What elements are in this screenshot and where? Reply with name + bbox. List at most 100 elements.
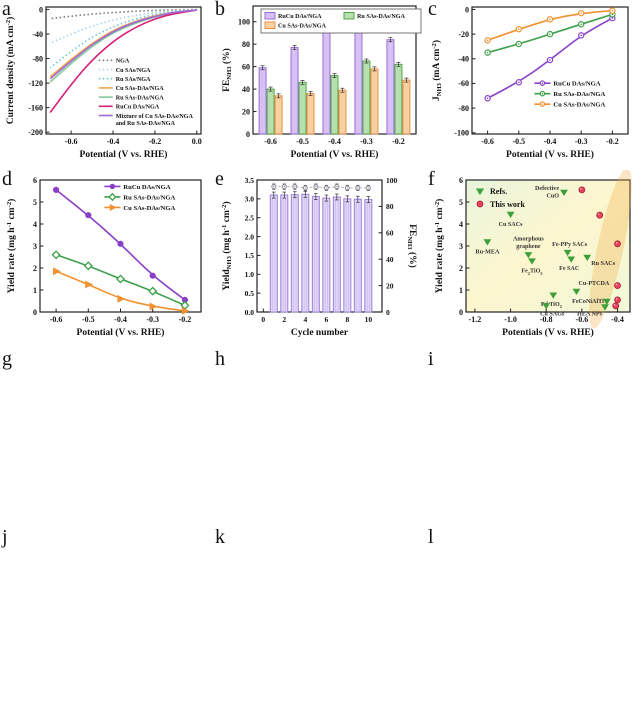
this-work-point: [578, 186, 586, 194]
legend-label: Cu SAs-DAs/NGA: [278, 23, 327, 29]
x-tick-label: -0.8: [540, 315, 553, 324]
panel-letter-h: h: [215, 348, 225, 370]
panel-k-chart: [213, 528, 426, 704]
panel-letter-k: k: [215, 526, 225, 548]
data-marker: [542, 303, 551, 310]
yield-bar: [311, 196, 320, 313]
y-tick-label: 3.0: [245, 195, 255, 204]
cycling-chart: 0 2 4 6 8 10 0.0 0.5 1.0 1.5 2.0 2.5 3.0 3.5 0 20 40 60 80…: [221, 176, 418, 338]
x-tick-label: -0.2: [392, 137, 405, 146]
data-marker: [475, 188, 485, 196]
bar-Cu SAs-DAs/NGA: [274, 95, 283, 135]
panel-i: i: [426, 348, 640, 528]
legend-swatch: [264, 12, 276, 20]
series-NGA: [50, 8, 197, 20]
line-chart: -0.6 -0.5 -0.4 -0.3 -0.2 0 1 2 3 4 5 6 Potential (V …: [6, 176, 202, 338]
y-axis-label: Yield rate (mg h-1 cm-2): [6, 199, 17, 294]
data-marker: [117, 240, 124, 247]
data-marker: [149, 272, 156, 279]
legend-swatch: [343, 12, 355, 20]
x-tick-label: 0.0: [192, 137, 202, 146]
bar-RuCu DAs/NGA: [290, 47, 299, 135]
bar-RuCu DAs/NGA: [258, 67, 267, 135]
panel-f: f -1.2 -1.0 -0.8 -0.6 -0.4 0 1 2 3 4 5 6 Potentials …: [426, 168, 640, 350]
plot-frame: [39, 179, 202, 313]
comparison-scatter: -1.2 -1.0 -0.8 -0.6 -0.4 0 1 2 3 4 5 6 Potentials (V…: [434, 170, 632, 338]
data-marker: [85, 212, 92, 219]
panel-d-chart: -0.6 -0.5 -0.4 -0.3 -0.2 0 1 2 3 4 5 6 Potential (V …: [6, 176, 202, 338]
panel-letter-d: d: [2, 168, 12, 190]
y-tick-label: 80: [242, 40, 250, 49]
panel-d: d -0.6 -0.5 -0.4 -0.3 -0.2 0 1 2 3 4 5 6 Potential (…: [0, 168, 213, 350]
legend-refs: Refs.: [490, 187, 507, 196]
legend-label: Ru SAs-DAs/NGA: [123, 194, 175, 201]
data-marker: [115, 274, 126, 284]
y-tick-label: -80: [458, 104, 469, 113]
y-tick-label: -160: [28, 103, 43, 112]
ref-label: Cu SACs: [499, 222, 524, 228]
data-marker: [483, 239, 492, 246]
data-marker: [567, 256, 576, 263]
y-tick-label: 3.5: [245, 176, 255, 185]
line-chart: -0.6 -0.4 -0.2 0.0 0 -40 -80 -120 -160 -200 Potent…: [5, 5, 202, 160]
x-tick-label: -0.5: [82, 315, 95, 324]
y-tick-label: 0: [246, 130, 250, 139]
data-marker: [148, 286, 158, 296]
x-tick-label: -0.4: [114, 315, 127, 324]
y-axis-label: FENH3 (%): [221, 48, 233, 92]
this-work-point: [612, 302, 620, 310]
y-tick-label: 40: [242, 85, 250, 94]
highlight-ellipse: [589, 170, 632, 329]
panel-c: c -0.6 -0.5 -0.4 -0.3 -0.2 0 -20 -40 -60 -80 -100 P…: [426, 0, 640, 170]
y-tick-label: -40: [32, 30, 43, 39]
bar-Cu SAs-DAs/NGA: [338, 89, 347, 135]
y-axis-label: Yield rate (mg h-1 cm-2): [434, 199, 445, 294]
bar-Cu SAs-DAs/NGA: [306, 93, 315, 135]
data-marker: [528, 258, 536, 265]
yield-bar: [280, 194, 289, 313]
yield-bar: [343, 198, 352, 313]
legend-label: Cu SAs-DAs/NGA: [123, 205, 175, 212]
legend-label: RuCu DAs/NGA: [278, 14, 322, 20]
panel-a: a -0.6 -0.4 -0.2 0.0 0 -40 -80 -120 -160 -200 Pote…: [0, 0, 213, 170]
y-tick-label: 1.0: [245, 270, 255, 279]
bar-Ru SAs-DAs/NGA: [362, 60, 371, 135]
bar-Ru SAs-DAs/NGA: [394, 63, 403, 135]
x-tick-label: -0.2: [606, 137, 619, 146]
bar-RuCu DAs/NGA: [322, 25, 331, 135]
ref-label: HEA NPs: [577, 312, 603, 318]
x-tick-label: -0.3: [146, 315, 159, 324]
legend-label: Ru SAs-DAs/NGA: [116, 95, 165, 101]
bar-chart: -0.6 -0.5 -0.4 -0.3 -0.2 0 20 40 60 80 100 Potentia…: [221, 5, 422, 160]
panel-l-chart: [426, 528, 640, 704]
data-marker: [524, 252, 533, 259]
bar-Ru SAs-DAs/NGA: [330, 75, 339, 135]
legend-label: Ru SAs/NGA: [116, 77, 151, 83]
y-tick-label: 5: [459, 198, 463, 207]
y-tick-label: 2: [33, 264, 37, 273]
y-axis-label: Current density (mA cm-2): [5, 17, 16, 125]
data-marker: [181, 306, 190, 315]
data-marker: [51, 250, 61, 260]
data-marker: [108, 192, 117, 202]
data-marker: [583, 254, 592, 261]
y-tick-label: 0: [39, 5, 43, 14]
legend-label: Cu SAs/NGA: [116, 68, 151, 74]
legend-label: Cu SAs-DAs/NGA: [553, 101, 605, 108]
x-tick-label: -0.2: [149, 137, 162, 146]
x-axis-label: Potential (V vs. RHE): [506, 149, 594, 160]
x-tick-label: -1.2: [469, 315, 482, 324]
panel-l: l: [426, 526, 640, 704]
line-chart: -0.6 -0.5 -0.4 -0.3 -0.2 0 -20 -40 -60 -80 -100 Pot…: [431, 5, 629, 160]
ref-label: FeCoNiAlTi: [572, 299, 604, 305]
y-tick-label: 20: [242, 107, 250, 116]
x-axis-label: Cycle number: [291, 328, 349, 338]
yield-bar: [364, 199, 373, 313]
data-marker: [563, 249, 572, 257]
panel-k: k: [213, 526, 426, 704]
x-tick-label: -0.6: [481, 137, 494, 146]
y-tick-label: 100: [238, 18, 250, 27]
x-tick-label: -1.0: [504, 315, 517, 324]
y-tick-label: 3: [33, 242, 37, 251]
data-marker: [83, 261, 93, 271]
